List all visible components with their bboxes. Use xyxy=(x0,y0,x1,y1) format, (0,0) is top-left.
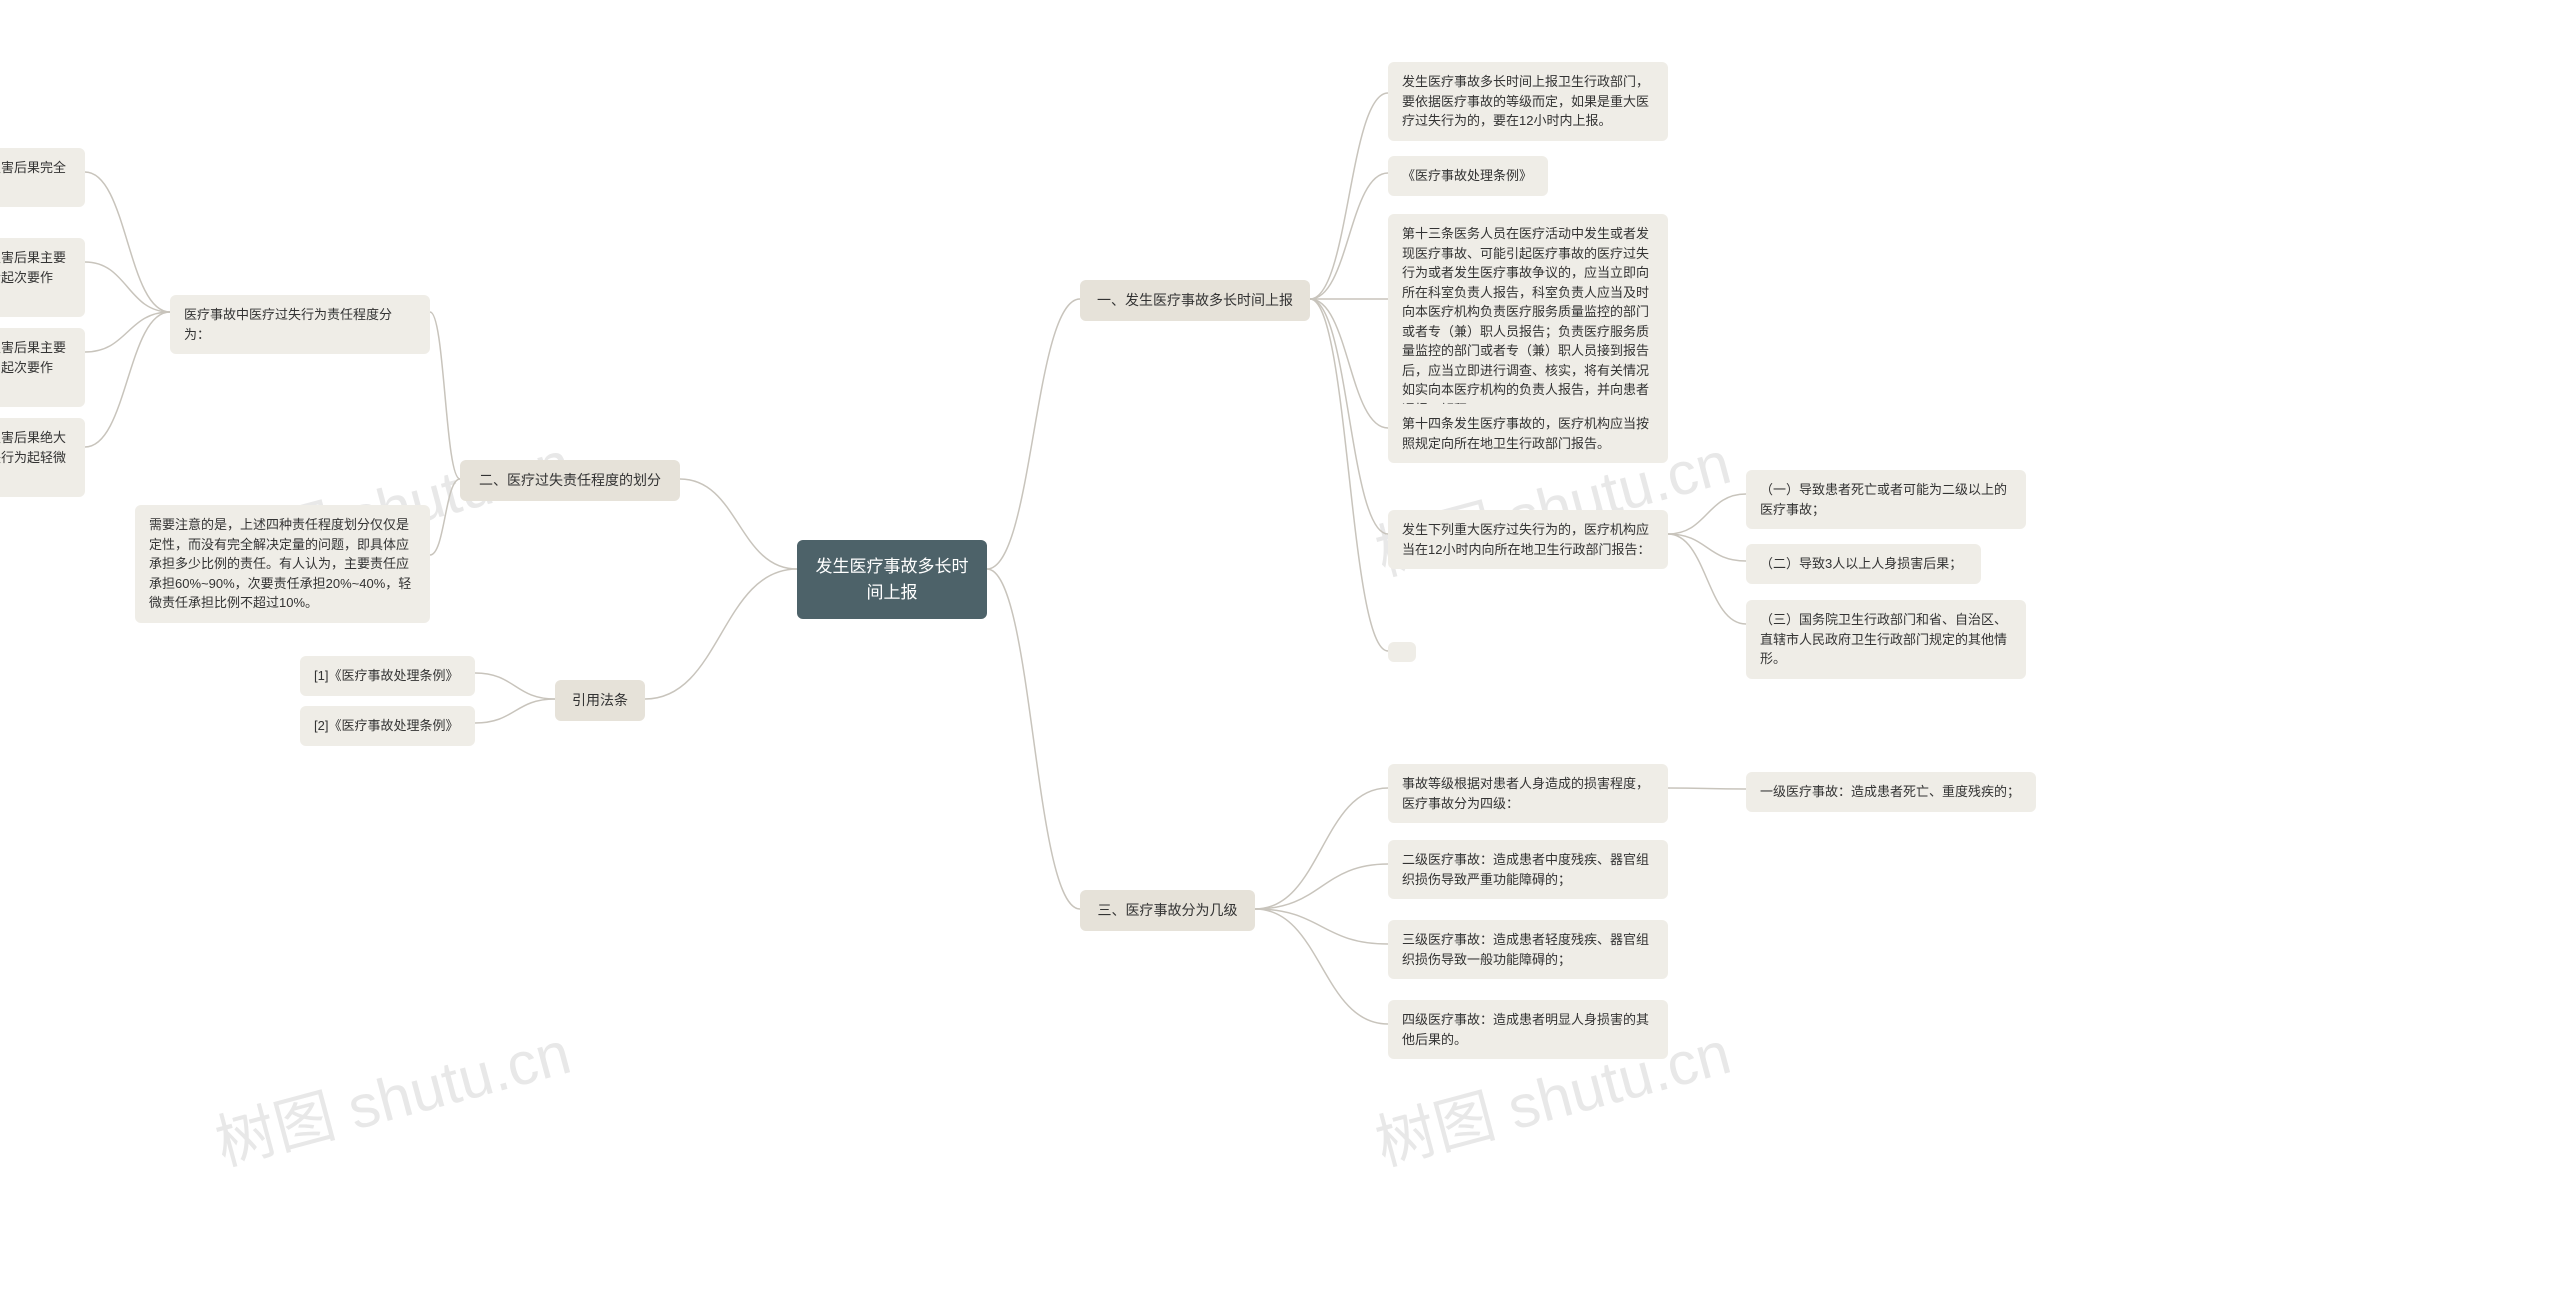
mindmap-canvas: 发生医疗事故多长时间上报 一、发生医疗事故多长时间上报 发生医疗事故多长时间上报卫生… xyxy=(0,0,2560,1297)
leaf-node[interactable]: 四级医疗事故：造成患者明显人身损害的其他后果的。 xyxy=(1388,1000,1668,1059)
leaf-node[interactable]: （四）轻微责任，指医疗事故损害后果绝大部分由其他因素造成，医疗过失行为起轻微作用… xyxy=(0,418,85,497)
connector xyxy=(430,479,460,555)
connector xyxy=(1255,864,1388,909)
branch-node[interactable]: 一、发生医疗事故多长时间上报 xyxy=(1080,280,1310,321)
connector xyxy=(475,699,555,723)
connector xyxy=(987,299,1080,569)
leaf-node[interactable]: 三级医疗事故：造成患者轻度残疾、器官组织损伤导致一般功能障碍的； xyxy=(1388,920,1668,979)
leaf-node[interactable]: 《医疗事故处理条例》 xyxy=(1388,156,1548,196)
branch-node[interactable]: 二、医疗过失责任程度的划分 xyxy=(460,460,680,501)
leaf-node[interactable]: 发生医疗事故多长时间上报卫生行政部门，要依据医疗事故的等级而定，如果是重大医疗过… xyxy=(1388,62,1668,141)
leaf-node[interactable]: 医疗事故中医疗过失行为责任程度分为： xyxy=(170,295,430,354)
leaf-node[interactable]: （二）主要责任，指医疗事故损害后果主要由医疗过失行为造成，其他因素起次要作用； xyxy=(0,238,85,317)
branch-node[interactable]: 三、医疗事故分为几级 xyxy=(1080,890,1255,931)
leaf-node[interactable]: （三）国务院卫生行政部门和省、自治区、直辖市人民政府卫生行政部门规定的其他情形。 xyxy=(1746,600,2026,679)
connector xyxy=(1310,299,1388,534)
connector xyxy=(1668,534,1746,561)
connector xyxy=(1255,909,1388,944)
connector xyxy=(1255,788,1388,909)
leaf-node[interactable]: （一）导致患者死亡或者可能为二级以上的医疗事故； xyxy=(1746,470,2026,529)
leaf-node[interactable]: （三）次要责任，指医疗事故损害后果主要由其他因素造成，医疗过失行为起次要作用。 xyxy=(0,328,85,407)
leaf-node[interactable]: 一级医疗事故：造成患者死亡、重度残疾的； xyxy=(1746,772,2036,812)
connector xyxy=(430,312,460,479)
leaf-node[interactable]: 发生下列重大医疗过失行为的，医疗机构应当在12小时内向所在地卫生行政部门报告： xyxy=(1388,510,1668,569)
connector xyxy=(1310,299,1388,428)
leaf-node[interactable] xyxy=(1388,642,1416,662)
leaf-node[interactable]: 需要注意的是，上述四种责任程度划分仅仅是定性，而没有完全解决定量的问题，即具体应… xyxy=(135,505,430,623)
leaf-node[interactable]: （二）导致3人以上人身损害后果； xyxy=(1746,544,1981,584)
branch-node[interactable]: 引用法条 xyxy=(555,680,645,721)
leaf-node[interactable]: （一）完全责任，指医疗事故损害后果完全由医疗过失行为造成； xyxy=(0,148,85,207)
connector xyxy=(1310,173,1388,299)
leaf-node[interactable]: 第十四条发生医疗事故的，医疗机构应当按照规定向所在地卫生行政部门报告。 xyxy=(1388,404,1668,463)
connector-layer xyxy=(0,0,2560,1297)
connector xyxy=(680,479,797,569)
connector xyxy=(1310,299,1388,651)
leaf-node[interactable]: 第十三条医务人员在医疗活动中发生或者发现医疗事故、可能引起医疗事故的医疗过失行为… xyxy=(1388,214,1668,429)
connector xyxy=(85,312,170,352)
connector xyxy=(1668,494,1746,534)
leaf-node[interactable]: [1]《医疗事故处理条例》 xyxy=(300,656,475,696)
connector xyxy=(85,172,170,312)
connector xyxy=(987,569,1080,909)
root-node[interactable]: 发生医疗事故多长时间上报 xyxy=(797,540,987,619)
connector xyxy=(645,569,797,699)
leaf-node[interactable]: 二级医疗事故：造成患者中度残疾、器官组织损伤导致严重功能障碍的； xyxy=(1388,840,1668,899)
connector xyxy=(1310,93,1388,299)
connector xyxy=(475,673,555,699)
leaf-node[interactable]: [2]《医疗事故处理条例》 xyxy=(300,706,475,746)
connector xyxy=(85,262,170,312)
leaf-node[interactable]: 事故等级根据对患者人身造成的损害程度，医疗事故分为四级： xyxy=(1388,764,1668,823)
connector xyxy=(1668,788,1746,789)
